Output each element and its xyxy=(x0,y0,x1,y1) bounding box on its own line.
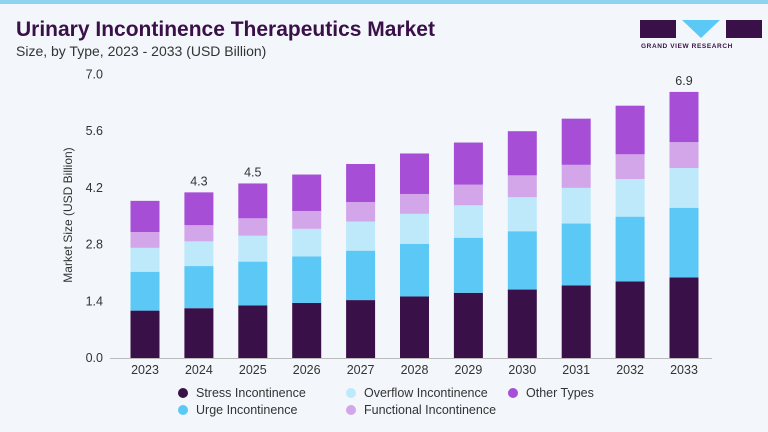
legend-item: Other Types xyxy=(508,386,594,400)
x-tick-label: 2027 xyxy=(347,363,375,377)
x-tick-label: 2028 xyxy=(401,363,429,377)
bar-segment-overflow-incontinence xyxy=(669,168,699,208)
bar-segment-functional-incontinence xyxy=(238,218,268,236)
bar-segment-urge-incontinence xyxy=(615,216,645,282)
bar-segment-stress-incontinence xyxy=(615,281,645,358)
bar-segment-overflow-incontinence xyxy=(292,228,322,257)
x-tick-label: 2025 xyxy=(239,363,267,377)
bar-segment-overflow-incontinence xyxy=(130,247,160,272)
bar-segment-other-types xyxy=(130,200,160,233)
legend-label: Other Types xyxy=(526,386,594,400)
bar-segment-functional-incontinence xyxy=(507,175,537,198)
logo-text: GRAND VIEW RESEARCH xyxy=(641,43,733,50)
legend-swatch xyxy=(346,388,356,398)
bar-segment-stress-incontinence xyxy=(346,300,376,358)
bar-segment-stress-incontinence xyxy=(130,310,160,358)
bar-segment-stress-incontinence xyxy=(238,305,268,358)
y-tick-label: 5.6 xyxy=(86,124,103,138)
legend-item: Stress Incontinence xyxy=(178,386,306,400)
bar-segment-other-types xyxy=(615,105,645,155)
legend-item: Urge Incontinence xyxy=(178,403,297,417)
y-tick-label: 2.8 xyxy=(86,238,103,252)
bar-segment-stress-incontinence xyxy=(507,289,537,358)
x-tick-label: 2026 xyxy=(293,363,321,377)
bar-segment-functional-incontinence xyxy=(130,232,160,248)
bar-segment-overflow-incontinence xyxy=(507,197,537,232)
bar-segment-other-types xyxy=(400,153,429,194)
bar-segment-urge-incontinence xyxy=(292,256,322,303)
bar-segment-urge-incontinence xyxy=(184,266,214,309)
legend-label: Urge Incontinence xyxy=(196,403,298,417)
bar-segment-stress-incontinence xyxy=(184,308,214,358)
x-tick-label: 2032 xyxy=(616,363,644,377)
legend-swatch xyxy=(508,388,518,398)
top-accent-bar xyxy=(0,0,768,4)
bar-segment-other-types xyxy=(238,183,268,219)
bar-segment-other-types xyxy=(669,91,699,143)
bar-segment-functional-incontinence xyxy=(669,142,699,169)
bar-segment-other-types xyxy=(507,131,537,176)
x-tick-label: 2023 xyxy=(131,363,159,377)
bar-segment-urge-incontinence xyxy=(400,243,429,297)
x-tick-label: 2030 xyxy=(508,363,536,377)
bar-segment-urge-incontinence xyxy=(669,207,699,278)
x-tick-label: 2033 xyxy=(670,363,698,377)
bar-segment-functional-incontinence xyxy=(615,154,645,179)
bar-segment-functional-incontinence xyxy=(184,225,214,242)
data-label: 4.5 xyxy=(244,165,261,179)
bar-segment-functional-incontinence xyxy=(453,184,483,206)
bar-segment-other-types xyxy=(346,164,376,203)
legend-label: Stress Incontinence xyxy=(196,386,306,400)
y-tick-label: 0.0 xyxy=(86,351,103,365)
bar-segment-stress-incontinence xyxy=(561,285,591,358)
bar-segment-functional-incontinence xyxy=(561,164,591,188)
bar-segment-overflow-incontinence xyxy=(184,241,214,267)
y-tick-label: 4.2 xyxy=(86,181,103,195)
bar-segment-urge-incontinence xyxy=(346,250,376,301)
data-label: 4.3 xyxy=(190,174,207,188)
bar-segment-other-types xyxy=(184,192,214,226)
bar-segment-urge-incontinence xyxy=(453,237,483,293)
bar-segment-other-types xyxy=(561,118,591,165)
bar-segment-functional-incontinence xyxy=(292,210,322,229)
x-tick-label: 2031 xyxy=(562,363,590,377)
bar-segment-urge-incontinence xyxy=(561,223,591,286)
bar-segment-overflow-incontinence xyxy=(238,235,268,262)
bar-segment-stress-incontinence xyxy=(400,296,429,358)
x-tick-label: 2024 xyxy=(185,363,213,377)
y-tick-label: 7.0 xyxy=(86,68,103,82)
bar-segment-other-types xyxy=(292,174,322,211)
grand-view-research-logo xyxy=(640,20,762,38)
bar-segment-overflow-incontinence xyxy=(561,187,591,224)
bar-segment-overflow-incontinence xyxy=(453,205,483,238)
data-label: 6.9 xyxy=(675,74,692,88)
bar-segment-overflow-incontinence xyxy=(615,178,645,217)
legend-item: Functional Incontinence xyxy=(346,403,496,417)
legend-swatch xyxy=(346,405,356,415)
legend-swatch xyxy=(178,405,188,415)
legend-swatch xyxy=(178,388,188,398)
y-tick-label: 1.4 xyxy=(86,294,103,308)
bar-segment-overflow-incontinence xyxy=(400,213,429,244)
bar-segment-functional-incontinence xyxy=(346,202,376,222)
bar-segment-urge-incontinence xyxy=(238,261,268,306)
bar-segment-urge-incontinence xyxy=(130,271,160,311)
bar-segment-stress-incontinence xyxy=(669,277,699,358)
y-axis-label: Market Size (USD Billion) xyxy=(61,147,75,282)
chart-title: Urinary Incontinence Therapeutics Market xyxy=(16,18,435,41)
bar-segment-stress-incontinence xyxy=(453,292,483,358)
bar-segment-other-types xyxy=(453,142,483,185)
bar-segment-functional-incontinence xyxy=(400,193,429,214)
bar-segment-stress-incontinence xyxy=(292,302,322,358)
legend-item: Overflow Incontinence xyxy=(346,386,488,400)
x-tick-label: 2029 xyxy=(454,363,482,377)
bar-segment-urge-incontinence xyxy=(507,231,537,290)
legend-label: Functional Incontinence xyxy=(364,403,497,417)
chart-subtitle: Size, by Type, 2023 - 2033 (USD Billion) xyxy=(16,43,267,59)
legend-label: Overflow Incontinence xyxy=(364,386,488,400)
bar-segment-overflow-incontinence xyxy=(346,221,376,251)
